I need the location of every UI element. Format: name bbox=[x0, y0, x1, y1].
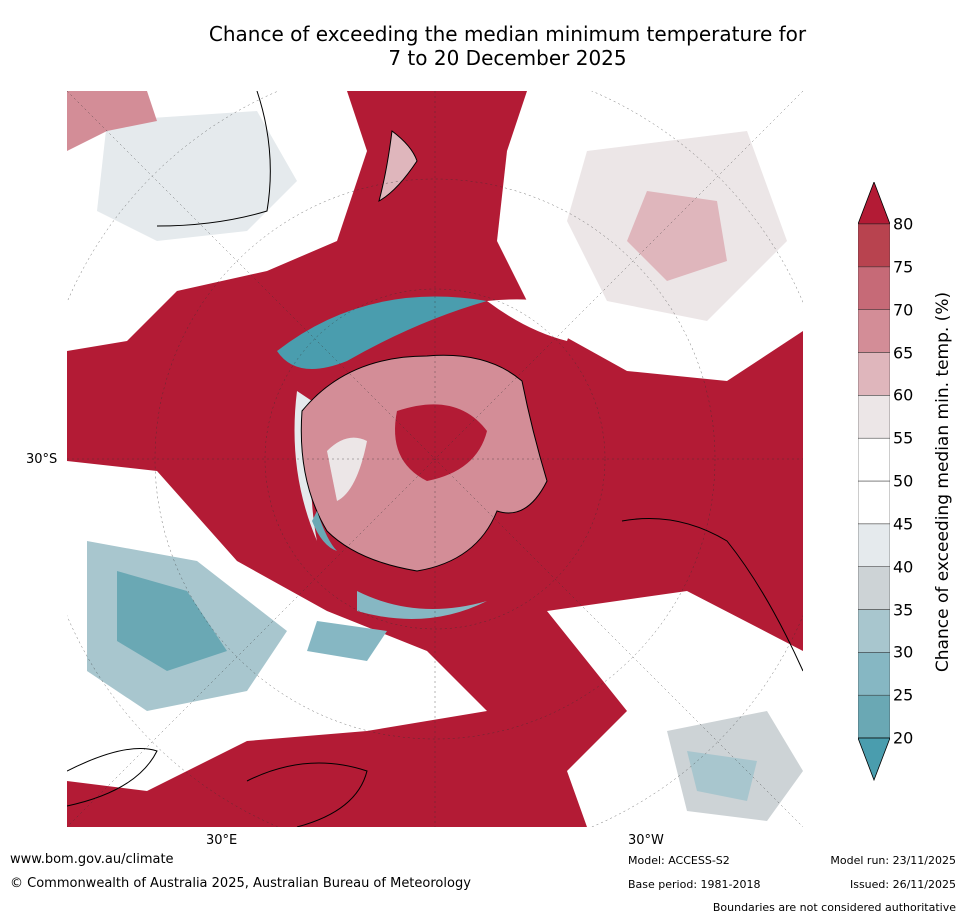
footer-disclaimer: Boundaries are not considered authoritat… bbox=[712, 901, 956, 914]
colorbar-tick-label: 40 bbox=[893, 557, 914, 577]
colorbar-tick-label: 30 bbox=[893, 642, 914, 662]
colorbar-segment bbox=[857, 652, 891, 696]
colorbar-tick-label: 20 bbox=[893, 728, 914, 748]
colorbar-tick-label: 25 bbox=[893, 685, 914, 705]
colorbar-segment bbox=[857, 223, 891, 268]
colorbar-tick-label: 65 bbox=[893, 343, 914, 362]
footer-copyright: © Commonwealth of Australia 2025, Austra… bbox=[10, 876, 471, 891]
lon-label-30w: 30°W bbox=[628, 833, 664, 848]
colorbar-segment bbox=[857, 437, 891, 482]
footer-base-period: Base period: 1981-2018 bbox=[628, 878, 761, 891]
colorbar-segment bbox=[857, 523, 891, 567]
footer-model-run: Model run: 23/11/2025 bbox=[830, 854, 956, 867]
colorbar-tick-label: 70 bbox=[893, 300, 914, 320]
probability-map bbox=[67, 91, 803, 827]
footer-url[interactable]: www.bom.gov.au/climate bbox=[10, 852, 174, 867]
colorbar-tick-label: 75 bbox=[893, 257, 914, 277]
colorbar-tick-label: 50 bbox=[893, 471, 914, 491]
lon-label-30e: 30°E bbox=[206, 833, 238, 848]
colorbar-segment bbox=[857, 266, 891, 310]
colorbar-low-arrow bbox=[857, 737, 891, 782]
colorbar-segment bbox=[857, 395, 891, 439]
colorbar-tick-label: 45 bbox=[893, 514, 914, 534]
colorbar-segment bbox=[857, 694, 891, 739]
colorbar bbox=[857, 180, 891, 786]
colorbar-segment bbox=[857, 566, 891, 610]
colorbar-tick-label: 55 bbox=[893, 428, 914, 448]
colorbar-tick-label: 80 bbox=[893, 214, 914, 234]
map-title-line1: Chance of exceeding the median minimum t… bbox=[208, 22, 807, 46]
colorbar-high-arrow bbox=[857, 180, 891, 225]
colorbar-segment bbox=[857, 609, 891, 653]
colorbar-segment bbox=[857, 480, 891, 525]
footer-model: Model: ACCESS-S2 bbox=[628, 854, 730, 867]
footer-issued: Issued: 26/11/2025 bbox=[849, 878, 956, 891]
lat-label-30s: 30°S bbox=[26, 452, 58, 467]
colorbar-tick-label: 60 bbox=[893, 385, 914, 405]
colorbar-label: Chance of exceeding median min. temp. (%… bbox=[933, 291, 953, 673]
colorbar-segment bbox=[857, 309, 891, 353]
map-title-line2: 7 to 20 December 2025 bbox=[388, 46, 627, 70]
colorbar-segment bbox=[857, 352, 891, 396]
colorbar-tick-label: 35 bbox=[893, 600, 914, 619]
